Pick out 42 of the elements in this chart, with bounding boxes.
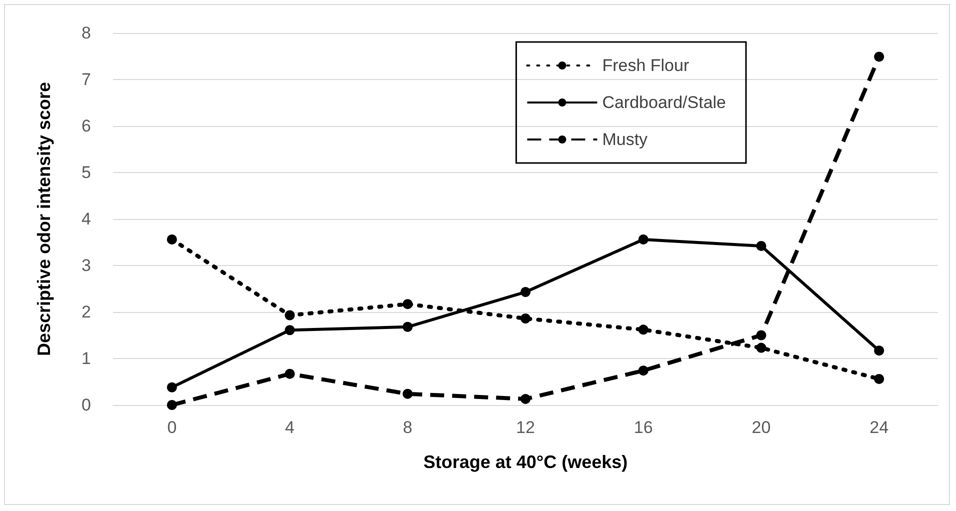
point: [520, 314, 530, 324]
point: [756, 240, 766, 251]
x-tick-label: 24: [870, 418, 889, 437]
point: [874, 346, 884, 356]
point: [166, 234, 177, 244]
point: [756, 342, 766, 353]
point: [402, 299, 413, 310]
x-tick-label: 16: [634, 418, 653, 437]
point: [756, 330, 766, 340]
y-tick-label: 2: [82, 302, 91, 322]
legend-label: Musty: [602, 130, 648, 149]
point: [166, 400, 177, 410]
point: [874, 374, 884, 384]
legend-label: Cardboard/Stale: [602, 93, 726, 112]
x-axis-title: Storage at 40°C (weeks): [423, 452, 628, 472]
point: [638, 366, 648, 376]
point: [402, 322, 413, 332]
point: [520, 287, 530, 297]
x-tick-label: 0: [167, 418, 177, 437]
legend-label: Fresh Flour: [602, 56, 690, 75]
y-tick-label: 8: [82, 24, 91, 42]
y-axis-title: Descriptive odor intensity score: [34, 82, 54, 356]
point: [284, 368, 295, 379]
point: [520, 394, 530, 404]
y-tick-label: 5: [82, 163, 91, 182]
x-tick-label: 12: [516, 418, 535, 437]
y-tick-label: 7: [82, 70, 91, 89]
x-tick-label: 4: [285, 418, 295, 437]
y-tick-label: 6: [82, 116, 91, 136]
point: [638, 234, 648, 244]
x-tick-label: 20: [752, 418, 771, 437]
y-tick-label: 1: [82, 349, 91, 368]
point: [166, 382, 177, 392]
point: [402, 388, 413, 399]
point: [284, 310, 295, 320]
point: [638, 324, 648, 335]
point: [284, 325, 295, 336]
y-tick-label: 4: [82, 210, 91, 228]
y-tick-label: 0: [82, 396, 91, 414]
x-tick-label: 8: [402, 418, 412, 437]
point: [874, 52, 884, 62]
y-tick-label: 3: [82, 256, 91, 275]
